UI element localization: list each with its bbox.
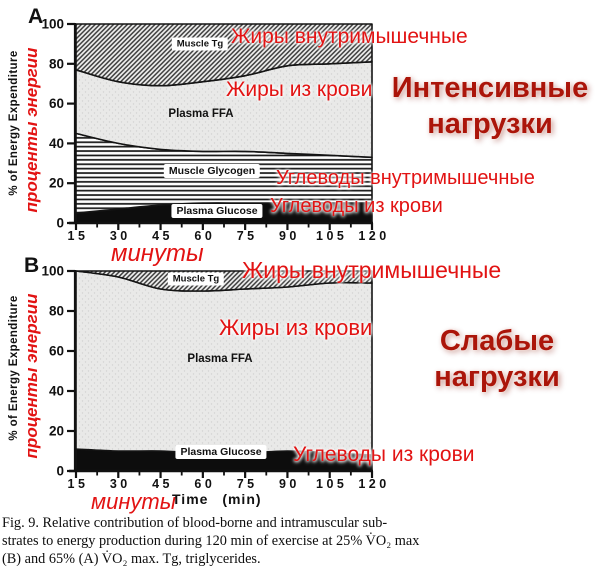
svg-text:15: 15 (68, 477, 89, 491)
annotation-carbs-intramuscular-a: Углеводы внутримышечные (276, 167, 535, 189)
svg-text:60: 60 (194, 229, 215, 243)
panel-b-letter: B (24, 254, 40, 277)
weak-load-line2: нагрузки (434, 361, 560, 393)
panel-a-bands (75, 23, 373, 224)
annotation-intense-load-header: Интенсивные нагрузки (388, 70, 592, 142)
svg-text:60: 60 (49, 96, 64, 111)
caption-line-3: (B) and 65% (A) V̇O₂ max. Tg, triglyceri… (2, 550, 261, 567)
svg-text:15: 15 (68, 229, 89, 243)
y-axis-label-ru-b: проценты энергии (22, 293, 41, 459)
svg-text:80: 80 (49, 56, 64, 71)
svg-text:0: 0 (56, 216, 64, 231)
svg-text:60: 60 (194, 477, 215, 491)
annotation-minutes-b: минуты (91, 489, 176, 514)
label-muscle-tg-a: Muscle Tg (171, 37, 229, 51)
figure-caption: Fig. 9. Relative contribution of blood-b… (2, 515, 480, 568)
label-muscle-glycogen-a: Muscle Glycogen (163, 164, 261, 178)
panel-a-letter: A (28, 5, 44, 28)
svg-text:60: 60 (49, 344, 64, 359)
label-plasma-ffa-b: Plasma FFA (187, 353, 253, 365)
intense-load-line2: нагрузки (427, 108, 553, 140)
svg-text:100: 100 (41, 17, 64, 32)
panel-a-axes (67, 22, 374, 230)
svg-text:100: 100 (41, 264, 64, 279)
label-plasma-glucose-a: Plasma Glucose (171, 204, 263, 218)
svg-text:120: 120 (358, 477, 389, 491)
y-axis-label-b: % of Energy Expenditure (8, 295, 20, 441)
x-axis-label-time: Time (min) (172, 491, 262, 507)
annotation-fat-blood-b: Жиры из крови (219, 315, 373, 340)
band-muscle-tg (75, 270, 373, 292)
label-plasma-ffa-a: Plasma FFA (168, 108, 234, 120)
svg-text:80: 80 (49, 304, 64, 319)
label-plasma-glucose-b: Plasma Glucose (175, 445, 267, 459)
intense-load-line1: Интенсивные (391, 72, 589, 104)
annotation-fat-intramuscular-b: Жиры внутримышечные (242, 257, 502, 283)
label-muscle-tg-b: Muscle Tg (167, 272, 225, 286)
svg-text:40: 40 (49, 384, 64, 399)
panel-b-bands (75, 270, 373, 472)
svg-text:105: 105 (316, 477, 347, 491)
svg-text:75: 75 (237, 229, 258, 243)
svg-text:90: 90 (279, 477, 300, 491)
annotation-fat-intramuscular-a: Жиры внутримышечные (231, 25, 468, 48)
caption-line-2: strates to energy production during 120 … (2, 532, 420, 549)
svg-text:105: 105 (316, 229, 347, 243)
annotation-carbs-blood-a: Углеводы из крови (270, 195, 443, 217)
band-muscle-tg (75, 23, 373, 87)
svg-text:45: 45 (152, 477, 173, 491)
svg-text:20: 20 (49, 176, 64, 191)
svg-text:120: 120 (358, 229, 389, 243)
panel-b-axes (67, 269, 374, 478)
svg-text:30: 30 (110, 229, 131, 243)
svg-text:75: 75 (237, 477, 258, 491)
annotation-carbs-blood-b: Углеводы из крови (293, 443, 475, 466)
annotation-minutes-a: минуты (111, 240, 204, 267)
panel-a-tick-labels: 15 30 45 60 75 90 105 120 0 20 40 60 80 100 (41, 17, 389, 244)
y-axis-label-a: % of Energy Expenditure (8, 50, 20, 196)
svg-text:0: 0 (56, 464, 64, 479)
svg-text:40: 40 (49, 136, 64, 151)
caption-line-1: Fig. 9. Relative contribution of blood-b… (2, 515, 388, 531)
svg-text:30: 30 (110, 477, 131, 491)
svg-text:20: 20 (49, 424, 64, 439)
svg-text:90: 90 (279, 229, 300, 243)
y-axis-label-ru-a: проценты энергии (22, 47, 41, 213)
annotation-fat-blood-a: Жиры из крови (226, 78, 373, 101)
svg-text:45: 45 (152, 229, 173, 243)
weak-load-line1: Слабые (439, 325, 555, 357)
panel-b-tick-labels: 15 30 45 60 75 90 105 120 0 20 40 60 80 100 (41, 264, 389, 492)
annotation-weak-load-header: Слабые нагрузки (405, 323, 589, 395)
